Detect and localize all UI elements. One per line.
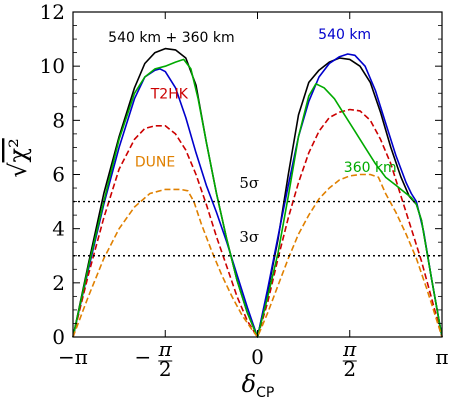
series-line-t2hk xyxy=(72,108,443,338)
series-line-540-km-360-km xyxy=(72,47,443,338)
x-tick-label-denominator: 2 xyxy=(159,357,172,381)
x-tick-label-numerator: π xyxy=(342,337,357,361)
x-tick-label-numerator: π xyxy=(158,337,173,361)
series-label-dune: DUNE xyxy=(135,154,175,170)
x-tick-label: − π2 xyxy=(134,337,172,381)
reference-label-5sigma: 5σ xyxy=(239,174,259,192)
series-line-dune xyxy=(72,173,443,338)
y-tick-label: 6 xyxy=(52,163,65,187)
series-label-540-km: 540 km xyxy=(318,27,371,43)
series-labels: 540 km + 360 km 540 km T2HK 360 km DUNE xyxy=(108,27,397,176)
series-layer xyxy=(72,47,443,338)
y-axis-radical: √ xyxy=(4,162,32,178)
series-line-540-km xyxy=(72,53,443,338)
x-tick-label: 0 xyxy=(251,345,264,369)
x-tick-label: π xyxy=(435,345,448,369)
x-tick-label: π2 xyxy=(342,337,357,381)
x-tick-label: −π xyxy=(58,345,88,369)
x-axis-label-subscript: CP xyxy=(256,385,274,401)
x-tick-label-denominator: 2 xyxy=(343,357,356,381)
x-axis-label-text: δ xyxy=(242,370,256,398)
y-axis-label: √χ² xyxy=(4,138,32,177)
x-axis-label: δCP xyxy=(242,370,275,401)
y-tick-label: 8 xyxy=(52,108,65,132)
x-tick-label-sign: − xyxy=(134,345,151,369)
y-tick-label: 4 xyxy=(52,217,65,241)
reference-lines: 5σ 3σ xyxy=(73,174,442,257)
series-label-t2hk: T2HK xyxy=(150,87,189,103)
y-tick-label: 2 xyxy=(52,271,65,295)
y-axis-label-text: χ² xyxy=(4,138,32,162)
series-label-540-km-360-km: 540 km + 360 km xyxy=(108,30,234,46)
svg-text:√χ²: √χ² xyxy=(4,138,32,177)
y-tick-label: 10 xyxy=(40,54,65,78)
y-tick-label: 12 xyxy=(40,0,65,24)
series-line-360-km xyxy=(72,58,443,338)
series-label-360-km: 360 km xyxy=(344,160,397,176)
y-tick-label: 0 xyxy=(52,325,65,349)
reference-label-3sigma: 3σ xyxy=(239,228,259,246)
